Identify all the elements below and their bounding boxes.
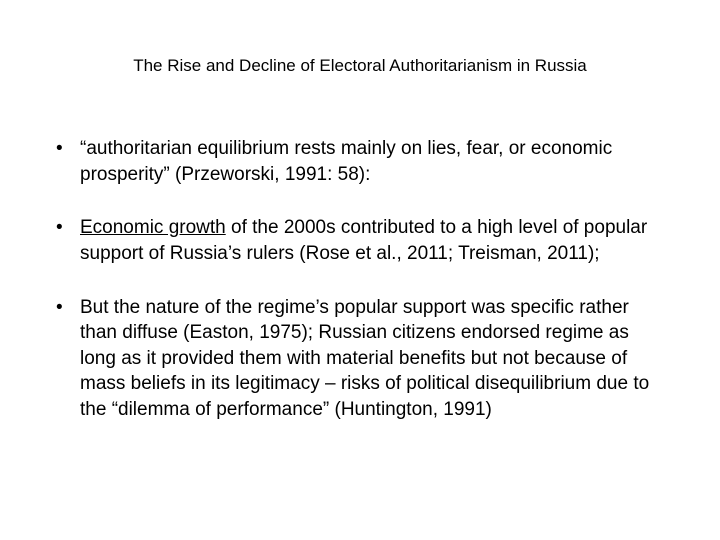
bullet-list: “authoritarian equilibrium rests mainly …: [52, 136, 668, 423]
bullet-text: “authoritarian equilibrium rests mainly …: [80, 138, 612, 185]
bullet-item-3: But the nature of the regime’s popular s…: [52, 295, 668, 423]
bullet-underlined-phrase: Economic growth: [80, 217, 226, 238]
slide-title: The Rise and Decline of Electoral Author…: [52, 56, 668, 76]
bullet-text: But the nature of the regime’s popular s…: [80, 297, 649, 421]
bullet-item-1: “authoritarian equilibrium rests mainly …: [52, 136, 668, 187]
bullet-item-2: Economic growth of the 2000s contributed…: [52, 215, 668, 266]
slide-page: The Rise and Decline of Electoral Author…: [0, 0, 720, 540]
